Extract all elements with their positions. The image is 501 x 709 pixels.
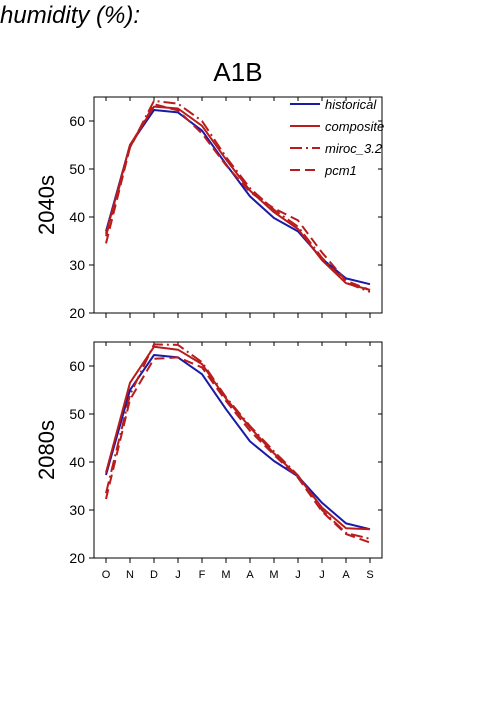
series-line-pcm1 bbox=[105, 356, 371, 544]
legend-label: miroc_3.2 bbox=[325, 141, 383, 156]
y-tick-label: 30 bbox=[69, 257, 85, 273]
x-tick-label: M bbox=[221, 569, 230, 581]
y-tick-label: 60 bbox=[69, 358, 85, 374]
chart-title: A1B bbox=[213, 57, 262, 87]
panel-ylabel: 2080s bbox=[34, 420, 59, 480]
x-tick-label: A bbox=[342, 569, 350, 581]
x-tick-label: D bbox=[150, 569, 158, 581]
x-tick-label: J bbox=[295, 569, 301, 581]
series-line-composite bbox=[105, 345, 371, 531]
panel-2040s: 20 30 40 50 60 2040s bbox=[34, 96, 383, 321]
legend-label: pcm1 bbox=[324, 163, 357, 178]
panel-ylabel: 2040s bbox=[34, 175, 59, 235]
y-tick-label: 40 bbox=[69, 209, 85, 225]
series-line-historical bbox=[105, 354, 371, 531]
y-tick-label: 60 bbox=[69, 113, 85, 129]
x-tick-label: S bbox=[366, 569, 373, 581]
series-line-miroc_3.2 bbox=[105, 99, 371, 293]
x-tick-label: N bbox=[126, 569, 134, 581]
x-tick-label: M bbox=[269, 569, 278, 581]
x-tick-label: J bbox=[319, 569, 325, 581]
y-tick-label: 20 bbox=[69, 305, 85, 321]
y-tick-label: 30 bbox=[69, 502, 85, 518]
x-tick-label: A bbox=[246, 569, 254, 581]
x-tick-label: J bbox=[175, 569, 181, 581]
series-line-pcm1 bbox=[105, 103, 371, 291]
panel-2080s: 20 30 40 50 60 2080s O N D J F M A M J J A S bbox=[34, 341, 383, 581]
legend-label: historical bbox=[325, 97, 377, 112]
y-tick-label: 50 bbox=[69, 161, 85, 177]
plot-frame bbox=[93, 341, 383, 559]
legend: historical composite miroc_3.2 pcm1 bbox=[290, 97, 384, 178]
x-tick-label: O bbox=[102, 569, 111, 581]
y-tick-label: 50 bbox=[69, 406, 85, 422]
legend-label: composite bbox=[325, 119, 384, 134]
y-tick-label: 20 bbox=[69, 550, 85, 566]
page-title: humidity (%): bbox=[0, 2, 141, 29]
x-tick-label: F bbox=[199, 569, 206, 581]
plot-frame bbox=[93, 96, 383, 314]
y-tick-label: 40 bbox=[69, 454, 85, 470]
series-line-historical bbox=[105, 109, 371, 286]
